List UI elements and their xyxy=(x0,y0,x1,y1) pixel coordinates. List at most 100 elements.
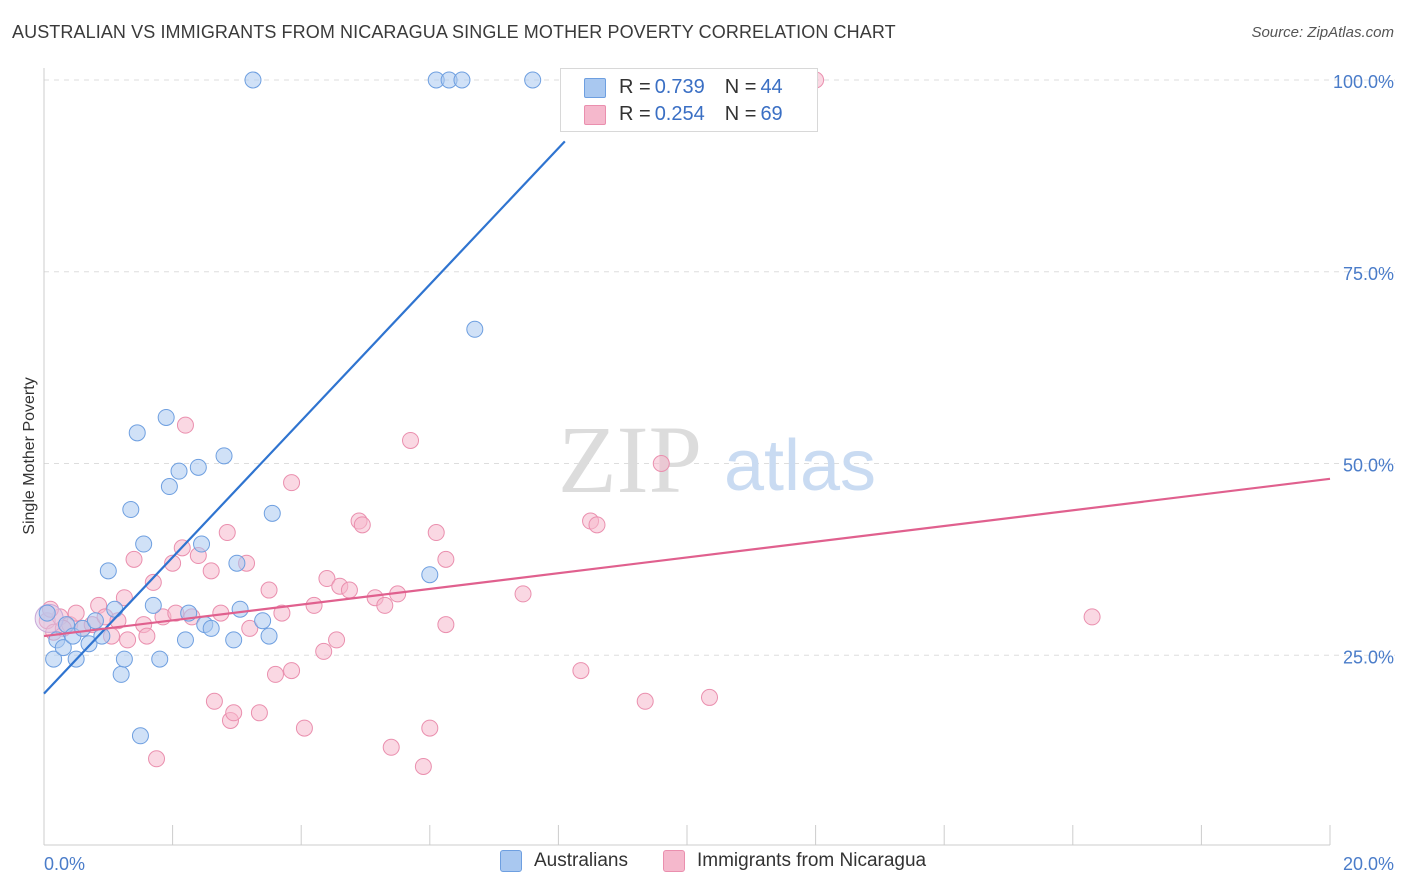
data-point-nicaragua xyxy=(176,416,194,434)
legend-label-australians: Australians xyxy=(534,850,628,871)
data-point-nicaragua xyxy=(402,431,420,449)
data-point-australians xyxy=(144,596,162,614)
data-point-nicaragua xyxy=(205,692,223,710)
watermark-zip: ZIP xyxy=(558,406,702,513)
y-tick-label: 75.0% xyxy=(1343,264,1394,284)
data-point-australians xyxy=(466,320,484,338)
data-point-australians xyxy=(80,635,98,653)
data-point-australians xyxy=(228,554,246,572)
data-point-nicaragua xyxy=(273,604,291,622)
legend-r-value: 0.254 xyxy=(654,102,705,125)
legend-swatch-pink xyxy=(584,105,606,125)
data-point-nicaragua xyxy=(340,581,358,599)
legend-r-value: 0.739 xyxy=(654,75,705,98)
data-point-australians xyxy=(45,650,63,668)
data-point-australians xyxy=(135,535,153,553)
data-point-australians xyxy=(128,424,146,442)
data-point-australians xyxy=(151,650,169,668)
watermark: ZIP atlas xyxy=(558,406,876,513)
data-point-nicaragua xyxy=(125,550,143,568)
data-point-australians xyxy=(157,408,175,426)
y-tick-label: 50.0% xyxy=(1343,456,1394,476)
data-point-australians xyxy=(122,501,140,519)
chart-title: AUSTRALIAN VS IMMIGRANTS FROM NICARAGUA … xyxy=(12,22,896,42)
data-point-nicaragua xyxy=(266,665,284,683)
data-point-australians xyxy=(202,619,220,637)
data-point-nicaragua xyxy=(260,581,278,599)
data-point-nicaragua xyxy=(652,455,670,472)
data-point-australians xyxy=(215,447,233,465)
legend-n-label: N = xyxy=(724,102,757,125)
x-tick-labels: 0.0% 20.0% xyxy=(44,854,1394,874)
data-point-nicaragua xyxy=(701,688,719,706)
data-point-nicaragua xyxy=(148,750,166,768)
legend-r-label: R = xyxy=(619,75,651,98)
data-point-nicaragua xyxy=(514,585,532,603)
legend-swatch-pink xyxy=(663,850,685,872)
x-tick-label: 20.0% xyxy=(1343,854,1394,874)
data-point-nicaragua xyxy=(376,596,394,614)
data-point-australians xyxy=(263,504,281,522)
data-point-nicaragua xyxy=(421,719,439,737)
data-point-australians xyxy=(99,562,117,580)
data-point-nicaragua xyxy=(382,738,400,756)
data-point-nicaragua xyxy=(67,604,85,622)
legend-row-nicaragua: R = 0.254 N = 69 xyxy=(584,101,783,127)
data-point-australians xyxy=(524,71,542,89)
legend-row-australians: R = 0.739 N = 44 xyxy=(584,74,783,100)
data-point-australians xyxy=(54,639,72,657)
y-tick-label: 25.0% xyxy=(1343,647,1394,667)
trend-lines xyxy=(43,140,1331,695)
data-point-australians xyxy=(189,458,207,476)
legend-item-australians[interactable]: Australians xyxy=(500,850,628,872)
legend-n-value: 69 xyxy=(760,102,783,125)
data-point-nicaragua xyxy=(414,757,432,775)
legend-n-label: N = xyxy=(724,75,757,98)
data-point-nicaragua xyxy=(588,516,606,534)
trend-line-australians xyxy=(43,140,566,695)
data-point-nicaragua xyxy=(115,589,133,607)
data-point-nicaragua xyxy=(225,704,243,722)
data-point-australians xyxy=(160,478,178,496)
data-point-australians xyxy=(453,71,471,89)
data-point-nicaragua xyxy=(202,562,220,580)
x-tick-label: 0.0% xyxy=(44,854,85,874)
series-australians xyxy=(38,71,542,745)
y-tick-labels: 25.0% 50.0% 75.0% 100.0% xyxy=(1333,72,1394,667)
data-point-australians xyxy=(115,650,133,668)
data-point-australians xyxy=(421,566,439,584)
data-point-nicaragua xyxy=(572,662,590,680)
data-point-nicaragua xyxy=(328,631,346,649)
axes xyxy=(43,68,1331,846)
data-point-australians xyxy=(260,627,278,645)
data-point-nicaragua xyxy=(138,627,156,645)
data-point-nicaragua xyxy=(241,619,259,637)
legend-r-label: R = xyxy=(619,102,651,125)
legend-item-nicaragua[interactable]: Immigrants from Nicaragua xyxy=(663,850,926,872)
data-point-nicaragua xyxy=(119,631,137,649)
data-point-nicaragua xyxy=(283,662,301,680)
data-point-nicaragua xyxy=(437,616,455,634)
data-point-nicaragua xyxy=(315,642,333,660)
data-point-australians xyxy=(176,631,194,649)
legend-swatch-blue xyxy=(500,850,522,872)
data-point-nicaragua xyxy=(144,573,162,591)
source-credit: Source: ZipAtlas.com xyxy=(1251,24,1394,41)
data-point-nicaragua xyxy=(295,719,313,737)
data-point-australians xyxy=(131,727,149,745)
data-point-australians xyxy=(193,535,211,553)
data-point-australians xyxy=(225,631,243,649)
data-point-nicaragua xyxy=(427,524,445,542)
trend-line-nicaragua xyxy=(43,477,1331,638)
data-point-australians xyxy=(106,600,124,618)
data-point-nicaragua xyxy=(218,524,236,542)
data-point-nicaragua xyxy=(1083,608,1101,626)
series-legend: Australians Immigrants from Nicaragua xyxy=(0,850,1406,878)
legend-label-nicaragua: Immigrants from Nicaragua xyxy=(697,850,927,871)
data-point-australians xyxy=(112,665,130,683)
data-point-australians xyxy=(86,612,104,630)
legend-n-value: 44 xyxy=(760,75,783,98)
y-tick-label: 100.0% xyxy=(1333,72,1394,92)
y-axis-label: Single Mother Poverty xyxy=(21,377,38,534)
